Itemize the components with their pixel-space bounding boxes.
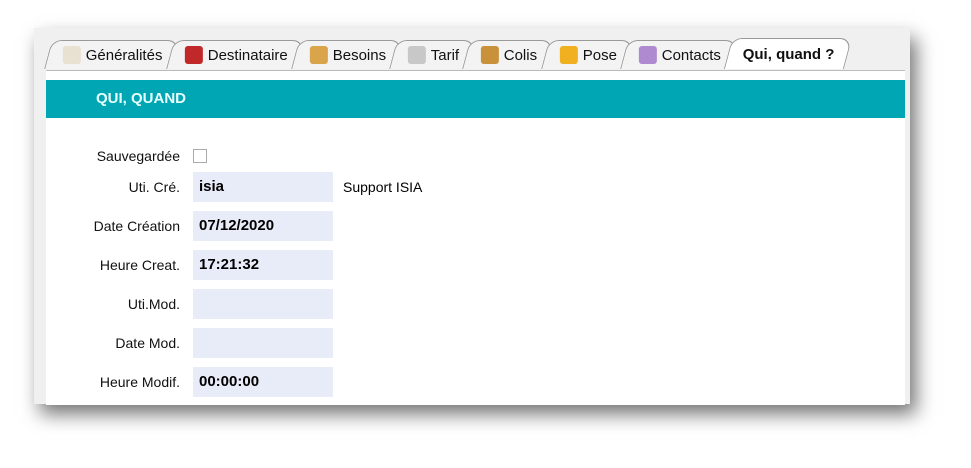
- field-row: Date Création 07/12/2020: [46, 211, 333, 241]
- window: Généralités Destinataire Besoins Tarif Colis…: [34, 28, 910, 405]
- section-header: QUI, QUAND: [46, 80, 905, 118]
- truck-icon: [184, 46, 203, 64]
- tab-panel-qui-quand: QUI, QUAND Sauvegardée Uti. Cré. isia Supp…: [46, 70, 905, 405]
- tab-5[interactable]: Colis: [462, 40, 555, 69]
- tab-6[interactable]: Pose: [540, 40, 634, 69]
- tab-label: Contacts: [661, 46, 722, 64]
- tab-bar: Généralités Destinataire Besoins Tarif Colis…: [44, 38, 853, 70]
- tab-label: Pose: [582, 46, 617, 64]
- documents-icon: [62, 46, 81, 64]
- field-input[interactable]: [193, 289, 333, 319]
- field-label: Date Création: [93, 218, 180, 234]
- field-row: Heure Modif. 00:00:00: [46, 367, 333, 397]
- field-input[interactable]: 17:21:32: [193, 250, 333, 280]
- field-label: Date Mod.: [115, 335, 180, 351]
- field-extra: Support ISIA: [343, 179, 423, 195]
- field-input[interactable]: 07/12/2020: [193, 211, 333, 241]
- field-label: Heure Creat.: [99, 257, 180, 273]
- tab-1[interactable]: Généralités: [44, 40, 180, 69]
- field-input[interactable]: [193, 328, 333, 358]
- people-icon: [638, 46, 657, 64]
- calculator-icon: [408, 46, 427, 64]
- tab-label: Colis: [504, 46, 538, 64]
- tab-7[interactable]: Contacts: [620, 40, 739, 69]
- field-label: Heure Modif.: [99, 374, 180, 390]
- tab-label: Qui, quand ?: [743, 45, 835, 63]
- saved-label: Sauvegardée: [96, 148, 180, 164]
- tab-2[interactable]: Destinataire: [165, 40, 305, 69]
- inbox-download-icon: [309, 46, 328, 64]
- tab-3[interactable]: Besoins: [290, 40, 404, 69]
- field-input[interactable]: isia: [193, 172, 333, 202]
- field-row: Date Mod.: [46, 328, 333, 358]
- saved-row: Sauvegardée: [46, 146, 207, 166]
- tab-label: Généralités: [85, 46, 163, 64]
- field-row: Uti.Mod.: [46, 289, 333, 319]
- field-row: Heure Creat. 17:21:32: [46, 250, 333, 280]
- tab-label: Destinataire: [207, 46, 288, 64]
- drill-icon: [559, 46, 578, 64]
- box-icon: [481, 46, 500, 64]
- field-row: Uti. Cré. isia Support ISIA: [46, 172, 422, 202]
- field-label: Uti.Mod.: [127, 296, 180, 312]
- section-title: QUI, QUAND: [96, 90, 186, 107]
- tab-8[interactable]: Qui, quand ?: [724, 38, 853, 69]
- tab-label: Besoins: [332, 46, 387, 64]
- saved-checkbox[interactable]: [193, 149, 207, 163]
- tab-label: Tarif: [431, 46, 460, 64]
- field-label: Uti. Cré.: [128, 179, 180, 195]
- field-input[interactable]: 00:00:00: [193, 367, 333, 397]
